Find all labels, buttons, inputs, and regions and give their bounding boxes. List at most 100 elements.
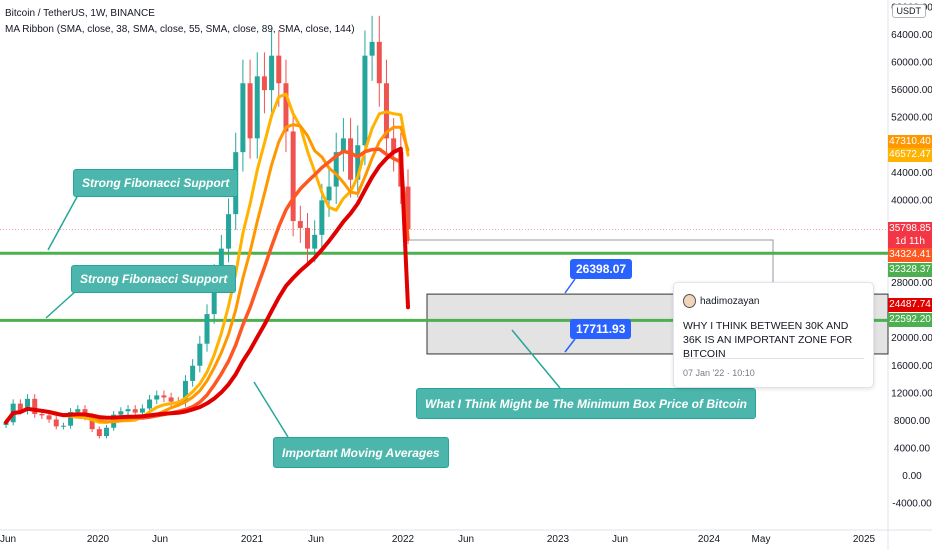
price-tick-label: 0.00: [902, 471, 922, 482]
callout-pointer-ma: [253, 381, 289, 438]
candle-body: [218, 248, 224, 277]
candle-body: [240, 83, 246, 153]
price-tick-label: 40000.00: [891, 195, 932, 206]
candle-body: [405, 186, 411, 230]
currency-button[interactable]: USDT: [891, 4, 926, 18]
candle-body: [46, 415, 52, 420]
price-tick-label: 20000.00: [891, 333, 932, 344]
idea-card[interactable]: hadimozayan WHY I THINK BETWEEN 30K AND …: [673, 282, 874, 388]
candle-body: [182, 380, 188, 403]
price-tick-label: 8000.00: [894, 416, 931, 427]
candle-body: [68, 411, 74, 426]
candle-body: [297, 221, 303, 228]
price-label-lower[interactable]: 17711.93: [570, 319, 632, 339]
candle-body: [139, 408, 145, 413]
time-tick-label: 2024: [698, 534, 721, 545]
time-tick-label: Jun: [152, 534, 168, 545]
candle-body: [147, 399, 153, 409]
candle-body: [276, 55, 282, 84]
candle-body: [305, 227, 310, 249]
symbol-title: Bitcoin / TetherUS, 1W, BINANCE: [5, 8, 155, 19]
candle-body: [96, 429, 102, 437]
candle-body: [247, 83, 253, 139]
callout-pointer-fib2: [45, 290, 77, 319]
candle-body: [362, 55, 368, 146]
candle-body: [283, 83, 289, 132]
time-tick-label: 2021: [241, 534, 264, 545]
author-name[interactable]: hadimozayan: [700, 296, 760, 307]
price-tick-label: 28000.00: [891, 278, 932, 289]
candle-body: [340, 138, 346, 153]
price-tick-label: 60000.00: [891, 58, 932, 69]
fib-lower-price-tag: 22592.20: [888, 313, 932, 327]
price-tick-label: 52000.00: [891, 113, 932, 124]
last-price-tag: 35798.85: [888, 222, 932, 236]
card-divider: [683, 358, 864, 359]
price-label-upper[interactable]: 26398.07: [570, 259, 633, 279]
candle-body: [391, 138, 397, 153]
candle-body: [25, 398, 31, 411]
min-box-callout[interactable]: What I Think Might be The Minimum Box Pr…: [416, 388, 757, 419]
time-tick-label: Jun: [0, 534, 16, 545]
candle-body: [197, 343, 203, 366]
candle-body: [254, 76, 260, 139]
projection-line: [410, 239, 774, 282]
ma38-price-tag: 47310.40: [888, 135, 932, 149]
moving-averages-callout[interactable]: Important Moving Averages: [273, 437, 449, 468]
fib-support-callout-2[interactable]: Strong Fibonacci Support: [71, 265, 237, 293]
time-tick-label: 2020: [87, 534, 110, 545]
ma89-price-tag: 34324.41: [888, 248, 932, 262]
author-avatar: [683, 294, 696, 308]
callout-pointer-fib1: [47, 194, 79, 251]
time-tick-label: Jun: [612, 534, 628, 545]
candle-body: [39, 413, 45, 416]
time-tick-label: May: [752, 534, 771, 545]
idea-date: 07 Jan '22 · 10:10: [683, 368, 755, 378]
time-tick-label: Jun: [308, 534, 324, 545]
candle-body: [333, 152, 339, 187]
candle-body: [161, 395, 167, 398]
price-tick-label: -4000.00: [892, 499, 932, 510]
countdown-tag: 1d 11h: [888, 235, 932, 249]
candle-body: [89, 416, 95, 430]
time-tick-label: 2025: [853, 534, 876, 545]
candle-body: [376, 41, 382, 84]
ma-line-sma-144: [4, 146, 410, 425]
candle-body: [53, 419, 59, 427]
time-tick-label: 2023: [547, 534, 570, 545]
callout-pointer-box: [511, 329, 561, 389]
candle-body: [369, 41, 375, 56]
time-tick-label: 2022: [392, 534, 415, 545]
indicator-legend[interactable]: MA Ribbon (SMA, close, 38, SMA, close, 5…: [5, 24, 355, 35]
candle-body: [290, 131, 296, 222]
price-tick-label: 56000.00: [891, 85, 932, 96]
price-tick-label: 4000.00: [894, 443, 931, 454]
candle-body: [319, 200, 325, 235]
idea-title[interactable]: WHY I THINK BETWEEN 30K AND 36K IS AN IM…: [683, 320, 853, 360]
candle-body: [75, 409, 81, 412]
ma144-price-tag: 24487.74: [888, 298, 932, 312]
price-tick-label: 64000.00: [891, 30, 932, 41]
candle-body: [154, 395, 160, 400]
candle-body: [204, 314, 210, 344]
candle-body: [168, 397, 174, 402]
price-tick-label: 16000.00: [891, 361, 932, 372]
candle-body: [326, 186, 332, 201]
candle-body: [190, 365, 196, 381]
candle-body: [312, 234, 318, 249]
candle-body: [226, 214, 232, 249]
candle-body: [355, 145, 361, 180]
price-tick-label: 12000.00: [891, 388, 932, 399]
fib-upper-price-tag: 32328.37: [888, 263, 932, 277]
candle-body: [118, 411, 124, 415]
label-pointer-upper: [564, 278, 576, 294]
label-pointer-lower: [564, 338, 576, 353]
candle-body: [60, 425, 66, 427]
candle-body: [125, 409, 131, 412]
candle-body: [269, 55, 275, 91]
price-tick-label: 44000.00: [891, 168, 932, 179]
candle-body: [132, 409, 138, 413]
candle-body: [32, 398, 38, 414]
candle-body: [348, 138, 354, 180]
fib-support-callout-1[interactable]: Strong Fibonacci Support: [73, 169, 239, 197]
